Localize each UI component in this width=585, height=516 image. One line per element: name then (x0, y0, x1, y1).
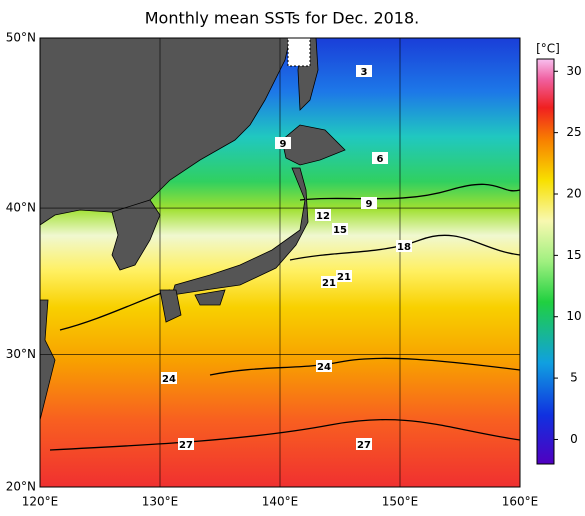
lat-label: 30°N (6, 347, 36, 361)
lon-label: 150°E (382, 495, 419, 509)
contour-label: 27 (179, 440, 193, 451)
contour-label: 27 (357, 440, 371, 451)
contour-label: 15 (333, 225, 347, 236)
contour-label-box (316, 360, 332, 372)
colorbar-tick-label: 10 (566, 309, 581, 323)
contour-label-box (178, 438, 194, 450)
contour-label: 3 (361, 67, 368, 78)
lat-label: 40°N (6, 201, 36, 215)
contour-label: 6 (377, 154, 384, 165)
contour-label-box (275, 137, 291, 149)
lon-label: 130°E (142, 495, 179, 509)
contour-label-box (332, 223, 348, 235)
contour-label-box (315, 209, 331, 221)
colorbar-tick-label: 20 (566, 187, 581, 201)
lat-label: 50°N (6, 31, 36, 45)
colorbar-tick-label: 0 (570, 432, 578, 446)
land (39, 37, 346, 421)
colorbar-tick-label: 30 (566, 64, 581, 78)
contour-label-box (361, 197, 377, 209)
contour-label: 18 (397, 242, 411, 253)
colorbar-tick-label: 5 (570, 371, 578, 385)
contour-label-box (321, 276, 337, 288)
contour-label-box (356, 65, 372, 77)
contour-label: 9 (280, 139, 287, 150)
contour-label-box (396, 240, 412, 252)
contour-label: 12 (316, 211, 330, 222)
map (39, 37, 521, 488)
contour-label-box (372, 152, 388, 164)
contour-label: 21 (337, 272, 351, 283)
contour-label: 9 (366, 199, 373, 210)
contour-label: 21 (322, 278, 336, 289)
lon-label: 120°E (22, 495, 59, 509)
colorbar-tick-label: 25 (566, 125, 581, 139)
contour-label-box (356, 438, 372, 450)
colorbar-tick-label: 15 (566, 248, 581, 262)
colorbar (536, 58, 555, 465)
contour-label-box (161, 372, 177, 384)
lon-label: 140°E (262, 495, 299, 509)
contour-label: 24 (162, 374, 176, 385)
sea-ice (287, 37, 311, 67)
contour-label: 24 (317, 362, 331, 373)
title: Monthly mean SSTs for Dec. 2018. (145, 9, 420, 28)
contour-label-box (336, 270, 352, 282)
map-frame (39, 37, 521, 488)
contours (49, 183, 521, 451)
lat-label: 20°N (6, 480, 36, 494)
colorbar-unit: [°C] (536, 42, 560, 56)
lon-label: 160°E (502, 495, 539, 509)
